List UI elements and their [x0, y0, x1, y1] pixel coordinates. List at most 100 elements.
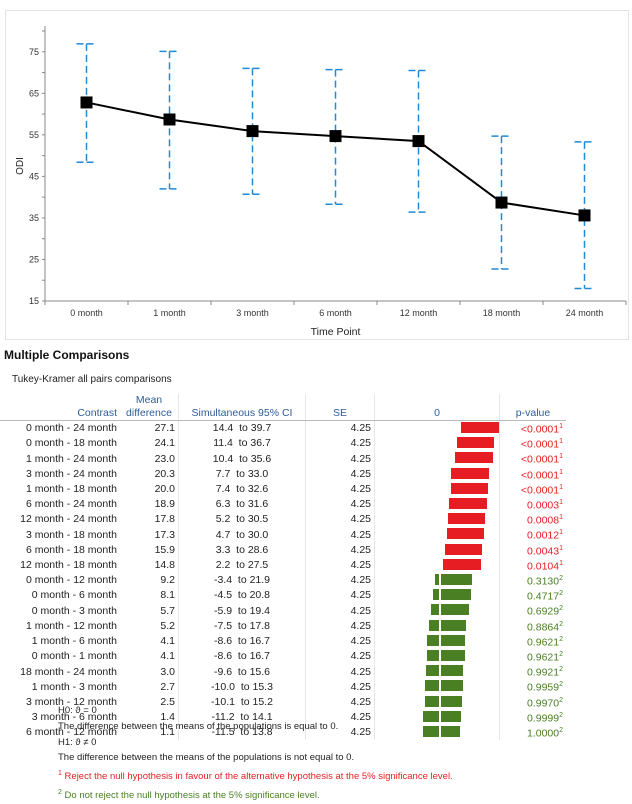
confidence-interval: 7.7 to 33.0 [178, 466, 306, 482]
contrast: 3 month - 24 month [25, 467, 117, 480]
mean-difference: 9.2 [120, 573, 179, 589]
ci-bar-cell [374, 542, 500, 558]
contrast: 3 month - 12 month [25, 695, 117, 708]
confidence-interval: -10.1 to 15.2 [178, 694, 306, 710]
mean-difference: 4.1 [120, 649, 179, 665]
standard-error: 4.25 [305, 420, 375, 437]
standard-error: 4.25 [305, 451, 375, 467]
mean-difference: 1.1 [120, 725, 179, 741]
header-zero: 0 [374, 407, 500, 421]
confidence-interval: 14.4 to 39.7 [178, 420, 306, 437]
p-value: 0.47172 [526, 590, 563, 603]
y-tick-label: 75 [29, 47, 39, 57]
confidence-interval: 7.4 to 32.6 [178, 481, 306, 498]
table-row: 1 month - 6 month 4.1 -8.6 to 16.7 4.25 … [0, 633, 566, 650]
contrast: 12 month - 18 month [20, 559, 117, 572]
ci-bar [440, 634, 465, 646]
standard-error: 4.25 [305, 512, 375, 528]
ci-bar [440, 650, 465, 662]
ci-bar-cell [374, 420, 500, 437]
contrast: 0 month - 18 month [25, 437, 117, 450]
standard-error: 4.25 [305, 542, 375, 558]
h1-label: H1: ϑ ≠ 0 [58, 736, 97, 748]
contrast: 3 month - 18 month [25, 528, 117, 541]
x-tick-label: 6 month [319, 308, 352, 318]
x-tick-label: 1 month [153, 308, 186, 318]
p-value: 0.69292 [526, 605, 563, 618]
y-tick-label: 25 [29, 254, 39, 264]
data-point [412, 135, 425, 148]
standard-error: 4.25 [305, 603, 375, 619]
h0-label: H0: ϑ = 0 [58, 705, 97, 716]
y-tick-label: 35 [29, 213, 39, 223]
contrast: 1 month - 6 month [31, 635, 117, 648]
header-mean-diff: difference [120, 407, 179, 421]
p-value: <0.00011 [520, 423, 563, 436]
data-point [578, 209, 591, 222]
mean-difference: 20.3 [120, 466, 179, 482]
confidence-interval: -11.2 to 14.1 [178, 709, 306, 726]
standard-error: 4.25 [305, 573, 375, 589]
mean-difference: 5.2 [120, 618, 179, 634]
confidence-interval: -8.6 to 16.7 [178, 649, 306, 665]
standard-error: 4.25 [305, 709, 375, 726]
confidence-interval: 6.3 to 31.6 [178, 497, 306, 513]
header-p-value: p-value [499, 407, 566, 421]
contrast: 6 month - 12 month [25, 726, 117, 739]
standard-error: 4.25 [305, 725, 375, 741]
standard-error: 4.25 [305, 694, 375, 710]
p-value: 0.96212 [526, 635, 563, 649]
p-value: 0.99992 [526, 711, 563, 725]
table-row: 1 month - 24 month 23.0 10.4 to 35.6 4.2… [0, 451, 566, 467]
table-row: 3 month - 18 month 17.3 4.7 to 30.0 4.25… [0, 527, 566, 543]
confidence-interval: 11.4 to 36.7 [178, 436, 306, 452]
table-row: 0 month - 6 month 8.1 -4.5 to 20.8 4.25 … [0, 588, 566, 604]
ci-bar [451, 467, 489, 479]
ci-bar-cell [374, 466, 500, 482]
x-tick-label: 12 month [400, 308, 438, 318]
mean-difference: 4.1 [120, 633, 179, 650]
mean-difference: 5.7 [120, 603, 179, 619]
standard-error: 4.25 [305, 481, 375, 498]
ci-bar [440, 589, 471, 601]
mean-difference: 20.0 [120, 481, 179, 498]
ci-bar [443, 558, 481, 570]
p-value: 0.99702 [526, 696, 563, 710]
ci-bar [444, 543, 483, 555]
ci-bar [440, 710, 461, 722]
standard-error: 4.25 [305, 633, 375, 650]
contrast: 1 month - 3 month [31, 680, 117, 693]
table-row: 18 month - 24 month 3.0 -9.6 to 15.6 4.2… [0, 664, 566, 680]
x-tick-label: 24 month [566, 308, 604, 318]
p-value: 1.00002 [526, 727, 563, 740]
table-row: 12 month - 18 month 14.8 2.2 to 27.5 4.2… [0, 557, 566, 574]
ci-bar [423, 710, 440, 722]
ci-bar-cell [374, 618, 500, 634]
mean-difference: 17.8 [120, 512, 179, 528]
ci-bar [456, 437, 495, 449]
ci-bar [427, 634, 440, 646]
data-point [80, 96, 93, 109]
contrast: 0 month - 12 month [25, 574, 117, 587]
mean-difference: 14.8 [120, 557, 179, 574]
confidence-interval: -4.5 to 20.8 [178, 588, 306, 604]
ci-bar-cell [374, 664, 500, 680]
section-title: Multiple Comparisons [4, 348, 130, 362]
ci-bar-cell [374, 679, 500, 695]
ci-bar [425, 665, 440, 677]
ci-bar [427, 650, 440, 662]
ci-bar-cell [374, 649, 500, 665]
mean-difference: 2.5 [120, 694, 179, 710]
header-se: SE [305, 407, 375, 421]
standard-error: 4.25 [305, 679, 375, 695]
data-point [163, 113, 176, 126]
standard-error: 4.25 [305, 497, 375, 513]
ci-bar [434, 574, 440, 586]
table-row: 3 month - 24 month 20.3 7.7 to 33.0 4.25… [0, 466, 566, 482]
ci-bar-cell [374, 436, 500, 452]
notes: H0: ϑ = 0 The difference between the mea… [58, 703, 453, 804]
ci-bar [440, 680, 463, 692]
table-row: 0 month - 12 month 9.2 -3.4 to 21.9 4.25… [0, 573, 566, 589]
standard-error: 4.25 [305, 649, 375, 665]
contrast: 0 month - 3 month [31, 604, 117, 617]
